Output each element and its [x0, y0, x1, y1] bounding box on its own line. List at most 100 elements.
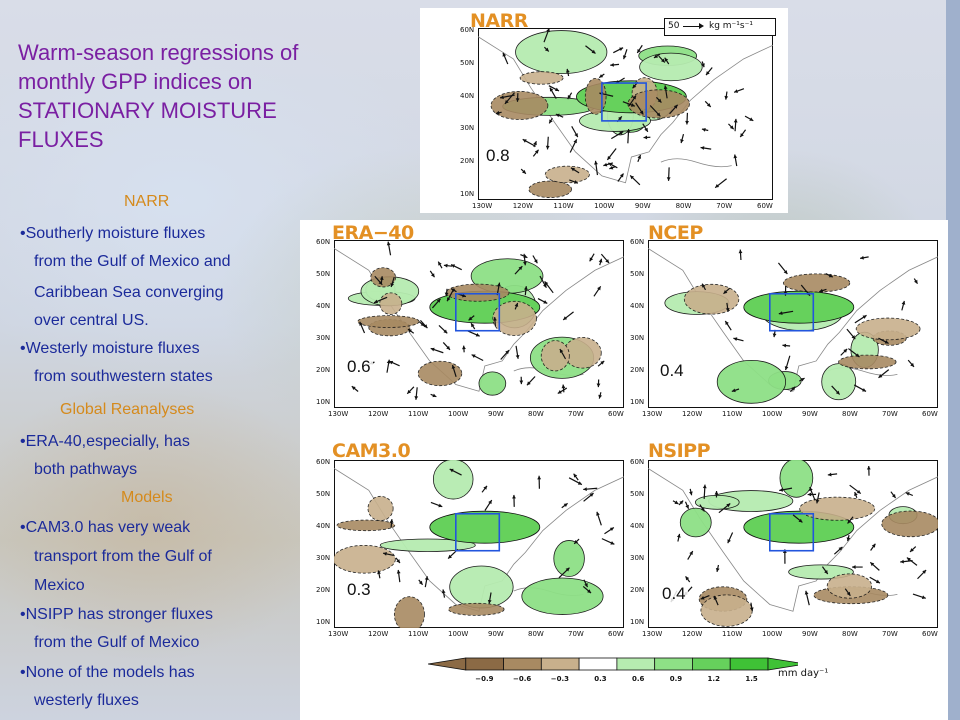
lon-tick-label: 60W: [922, 410, 938, 418]
lat-tick-label: 30N: [630, 554, 645, 562]
lat-tick-label: 50N: [630, 270, 645, 278]
lon-tick-label: 70W: [882, 410, 898, 418]
colorbar-segment: [729, 657, 769, 671]
colorbar-tick-label: 1.5: [745, 675, 758, 683]
lon-tick-label: 130W: [328, 630, 349, 638]
lat-tick-label: 60N: [316, 238, 331, 246]
lat-tick-label: 20N: [630, 366, 645, 374]
narr-bullet-line-6: from southwestern states: [34, 368, 213, 385]
colorbar-tick-label: 0.3: [594, 675, 607, 683]
lon-tick-label: 120W: [682, 410, 703, 418]
lat-tick-label: 60N: [460, 26, 475, 34]
lon-tick-label: 100W: [448, 630, 469, 638]
lat-tick-label: 30N: [316, 554, 331, 562]
lat-tick-label: 40N: [630, 522, 645, 530]
colorbar-tick-label: 0.6: [632, 675, 645, 683]
lat-tick-label: 10N: [316, 398, 331, 406]
colorbar-segment: [465, 657, 504, 671]
global-bullet-line-2: both pathways: [34, 461, 138, 478]
lon-tick-label: 120W: [512, 202, 533, 210]
lat-tick-label: 60N: [630, 458, 645, 466]
reference-arrow-head-icon: [699, 23, 704, 29]
colorbar-segment: [578, 657, 618, 671]
models-bullet-line-1: •CAM3.0 has very weak: [20, 519, 191, 536]
reference-arrow-icon: [683, 26, 701, 27]
lat-tick-label: 40N: [460, 91, 475, 100]
reference-vector: 50 kg m⁻¹s⁻¹: [664, 18, 776, 36]
colorbar-segment: [692, 657, 731, 671]
lon-tick-label: 60W: [922, 630, 938, 638]
map-ncep: [648, 240, 938, 408]
panel-title-nsipp: NSIPP: [648, 440, 711, 462]
lon-tick-label: 80W: [528, 410, 544, 418]
lon-tick-label: 70W: [568, 410, 584, 418]
map-nsipp: [648, 460, 938, 628]
models-bullet-line-7: westerly fluxes: [34, 692, 139, 709]
map-panel-ncep: [648, 240, 938, 408]
lon-tick-label: 120W: [368, 630, 389, 638]
lon-tick-label: 110W: [722, 630, 743, 638]
lat-tick-label: 40N: [630, 302, 645, 310]
colorbar-tick-label: 1.2: [707, 675, 720, 683]
lon-tick-label: 80W: [842, 630, 858, 638]
lat-tick-label: 30N: [630, 334, 645, 342]
narr-bullet-line-4: over central US.: [34, 312, 149, 329]
lat-tick-label: 10N: [316, 618, 331, 626]
reference-vector-units: kg m⁻¹s⁻¹: [709, 21, 753, 31]
reference-vector-value: 50: [668, 21, 680, 31]
lat-tick-label: 30N: [316, 334, 331, 342]
lat-tick-label: 60N: [316, 458, 331, 466]
lon-tick-label: 120W: [682, 630, 703, 638]
lat-tick-label: 20N: [316, 586, 331, 594]
models-bullet-line-2: transport from the Gulf of: [34, 548, 212, 565]
lon-tick-label: 130W: [472, 202, 493, 210]
colorbar-segment: [616, 657, 656, 671]
lon-tick-label: 100W: [762, 410, 783, 418]
panel-title-era40: ERA−40: [332, 222, 414, 244]
models-heading: Models: [121, 489, 173, 506]
lon-tick-label: 100W: [762, 630, 783, 638]
lon-tick-label: 100W: [448, 410, 469, 418]
narr-bullet-line-3: Caribbean Sea converging: [34, 284, 224, 301]
colorbar-tick-label: −0.9: [475, 675, 494, 683]
panel-title-cam3: CAM3.0: [332, 440, 411, 462]
colorbar-tick-label: 0.9: [669, 675, 683, 683]
map-era40: [334, 240, 624, 408]
corr-narr: 0.8: [484, 146, 512, 166]
lon-tick-label: 90W: [634, 202, 651, 210]
lon-tick-label: 110W: [408, 410, 429, 418]
lon-tick-label: 80W: [842, 410, 858, 418]
models-bullet-line-6: •None of the models has: [20, 664, 195, 681]
colorbar-tick-label: −0.6: [513, 675, 532, 683]
models-bullet-line-3: Mexico: [34, 577, 85, 594]
lon-tick-label: 90W: [802, 630, 818, 638]
lon-tick-label: 90W: [802, 410, 818, 418]
colorbar-segment: [503, 657, 542, 671]
lat-tick-label: 40N: [316, 302, 331, 310]
corr-ncep: 0.4: [658, 361, 686, 381]
lon-tick-label: 80W: [675, 202, 692, 210]
panel-title-narr: NARR: [470, 10, 528, 32]
lon-tick-label: 60W: [608, 410, 624, 418]
lat-tick-label: 50N: [630, 490, 645, 498]
global-bullet-line-1: •ERA-40,especially, has: [20, 433, 190, 450]
corr-nsipp: 0.4: [660, 584, 688, 604]
lon-tick-label: 70W: [716, 202, 733, 210]
corr-cam3: 0.3: [345, 580, 373, 600]
lat-tick-label: 50N: [460, 58, 475, 67]
slide-title: Warm-season regressions of monthly GPP i…: [18, 40, 299, 152]
map-panel-nsipp: [648, 460, 938, 628]
lon-tick-label: 90W: [488, 630, 504, 638]
models-bullet-line-5: from the Gulf of Mexico: [34, 634, 200, 651]
lon-tick-label: 130W: [642, 630, 663, 638]
lon-tick-label: 80W: [528, 630, 544, 638]
lon-tick-label: 120W: [368, 410, 389, 418]
lon-tick-label: 100W: [594, 202, 615, 210]
narr-heading: NARR: [124, 193, 170, 210]
lon-tick-label: 110W: [722, 410, 743, 418]
lon-tick-label: 130W: [328, 410, 349, 418]
lat-tick-label: 40N: [316, 522, 331, 530]
narr-bullet-line-1: •Southerly moisture fluxes: [20, 225, 206, 242]
map-narr: [478, 28, 773, 200]
lat-tick-label: 10N: [630, 398, 645, 406]
